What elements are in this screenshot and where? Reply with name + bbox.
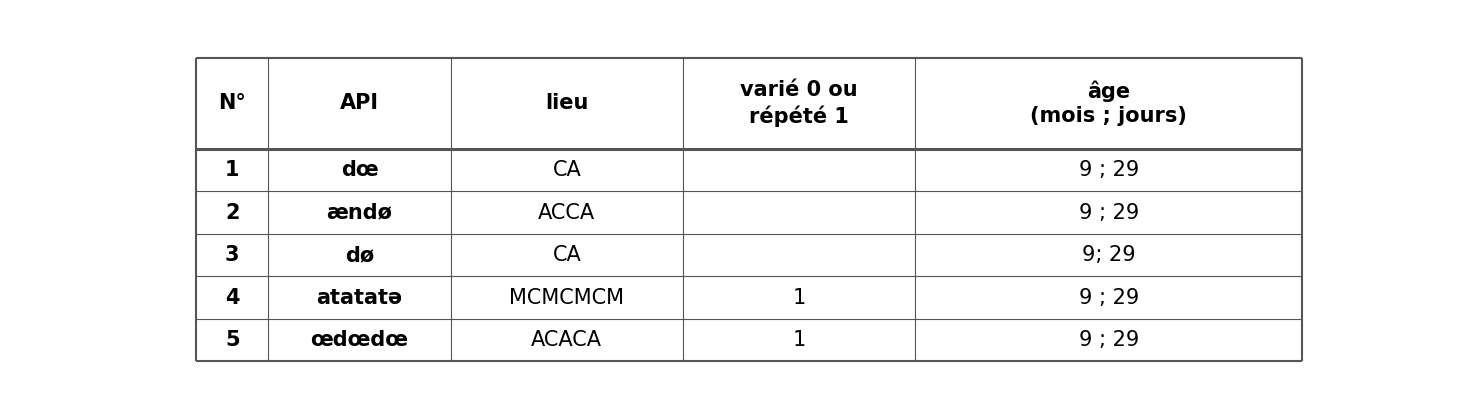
Text: N°: N° [218, 93, 246, 113]
Text: œdœdœ: œdœdœ [310, 330, 408, 350]
Text: 3: 3 [225, 245, 240, 265]
Text: dœ: dœ [341, 160, 379, 180]
Text: 9; 29: 9; 29 [1082, 245, 1136, 265]
Text: 4: 4 [225, 288, 240, 308]
Text: 2: 2 [225, 203, 240, 222]
Text: lieu: lieu [545, 93, 589, 113]
Text: 1: 1 [225, 160, 240, 180]
Text: 5: 5 [225, 330, 240, 350]
Text: 9 ; 29: 9 ; 29 [1079, 288, 1139, 308]
Text: âge
(mois ; jours): âge (mois ; jours) [1031, 80, 1187, 127]
Text: 1: 1 [792, 330, 806, 350]
Text: dø: dø [345, 245, 374, 265]
Text: 9 ; 29: 9 ; 29 [1079, 330, 1139, 350]
Text: ACCA: ACCA [538, 203, 595, 222]
Text: varié 0 ou
répété 1: varié 0 ou répété 1 [740, 80, 858, 127]
Text: ændø: ændø [326, 203, 392, 222]
Text: ACACA: ACACA [531, 330, 602, 350]
Text: CA: CA [553, 160, 582, 180]
Text: atatatə: atatatə [316, 288, 402, 308]
Text: 9 ; 29: 9 ; 29 [1079, 160, 1139, 180]
Text: 9 ; 29: 9 ; 29 [1079, 203, 1139, 222]
Text: API: API [341, 93, 379, 113]
Text: MCMCMCM: MCMCMCM [509, 288, 624, 308]
Text: 1: 1 [792, 288, 806, 308]
Text: CA: CA [553, 245, 582, 265]
